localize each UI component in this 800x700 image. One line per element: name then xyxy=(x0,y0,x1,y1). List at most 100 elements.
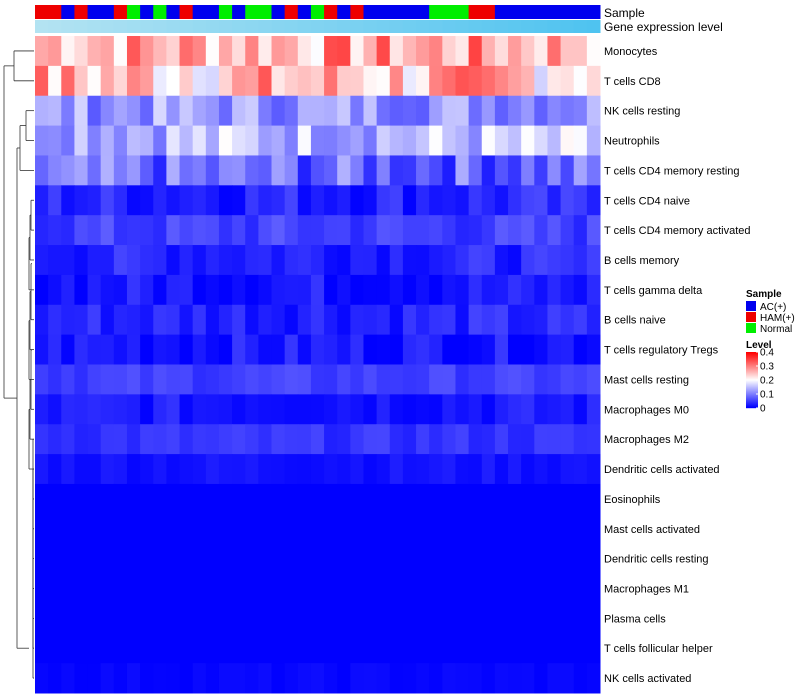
legend-colorbar-step xyxy=(746,362,758,364)
heatmap-cell xyxy=(258,245,273,276)
heatmap-cell xyxy=(442,334,456,365)
heatmap-cell xyxy=(337,274,351,306)
heatmap-cell xyxy=(547,483,562,515)
heatmap-cell xyxy=(389,633,404,664)
heatmap-cell xyxy=(416,663,430,694)
heatmap-cell xyxy=(297,394,312,425)
heatmap-cell xyxy=(140,573,154,604)
row-labels: Monocytes T cells CD8 NK cells resting Neut… xyxy=(604,46,751,685)
heatmap-cell xyxy=(560,185,575,216)
heatmap-cell xyxy=(389,603,404,634)
heatmap-cell xyxy=(455,483,470,515)
heatmap-cell xyxy=(74,633,89,664)
heatmap-cell xyxy=(100,274,115,306)
heatmap-cell xyxy=(586,65,601,97)
sample-cell xyxy=(508,5,522,19)
heatmap-cell xyxy=(310,274,325,306)
heatmap-cell xyxy=(389,364,404,395)
heatmap-cell xyxy=(271,513,286,545)
expression-cell xyxy=(284,20,299,33)
heatmap-cell xyxy=(547,334,562,365)
legend-colorbar-step xyxy=(746,354,758,356)
heatmap-cell xyxy=(232,603,246,634)
heatmap-cell xyxy=(363,185,378,216)
expression-cell xyxy=(350,20,364,33)
heatmap-cell xyxy=(416,334,430,365)
heatmap-cell xyxy=(310,424,325,455)
legend-colorbar-step xyxy=(746,367,758,369)
heatmap-cell xyxy=(61,274,75,306)
heatmap-cell xyxy=(48,663,62,694)
heatmap-cell xyxy=(179,245,194,276)
heatmap-cell xyxy=(521,573,535,604)
legend-sample-title: Sample xyxy=(746,289,782,300)
row-label: B cells memory xyxy=(604,255,680,267)
sample-cell xyxy=(324,5,338,19)
sample-cell xyxy=(468,5,483,19)
heatmap-cell xyxy=(192,364,207,395)
heatmap-cell xyxy=(232,364,246,395)
heatmap-cell xyxy=(376,603,391,634)
heatmap-cell xyxy=(363,364,378,395)
heatmap-cell xyxy=(140,155,154,186)
heatmap-cell xyxy=(192,603,207,634)
heatmap-cell xyxy=(100,513,115,545)
heatmap-cell xyxy=(48,155,62,186)
heatmap-cell xyxy=(87,215,102,246)
heatmap-cell xyxy=(324,185,338,216)
heatmap-cell xyxy=(508,483,522,515)
heatmap-cell xyxy=(48,483,62,515)
heatmap-cell xyxy=(402,155,417,186)
heatmap-cell xyxy=(547,633,562,664)
heatmap-cell xyxy=(573,424,588,455)
expression-cell xyxy=(232,20,246,33)
heatmap-cell xyxy=(245,304,259,336)
heatmap-cell xyxy=(534,95,548,127)
heatmap-cell xyxy=(402,603,417,634)
heatmap-cell xyxy=(153,215,167,246)
heatmap-cell xyxy=(192,125,207,156)
heatmap-cell xyxy=(35,573,49,604)
heatmap-cell xyxy=(284,394,299,425)
heatmap-cell xyxy=(245,543,259,575)
expression-cell xyxy=(521,20,535,33)
heatmap-cell xyxy=(87,364,102,395)
heatmap-cell xyxy=(586,245,601,276)
heatmap-cell xyxy=(166,334,181,365)
heatmap-cell xyxy=(455,454,470,485)
heatmap-cell xyxy=(337,663,351,694)
heatmap-cell xyxy=(508,125,522,156)
heatmap-cell xyxy=(245,155,259,186)
heatmap-cell xyxy=(429,513,443,545)
heatmap-cell xyxy=(74,364,89,395)
heatmap-cell xyxy=(481,334,496,365)
legend-colorbar-step xyxy=(746,375,758,377)
heatmap-cell xyxy=(61,125,75,156)
heatmap-cell xyxy=(232,334,246,365)
heatmap-cell xyxy=(258,454,273,485)
heatmap-cell xyxy=(389,245,404,276)
sample-cell xyxy=(284,5,299,19)
heatmap-cell xyxy=(468,663,483,694)
heatmap-cell xyxy=(153,513,167,545)
heatmap-cell xyxy=(481,543,496,575)
heatmap-cell xyxy=(205,633,220,664)
heatmap-cell xyxy=(258,95,273,127)
heatmap-cell xyxy=(468,364,483,395)
heatmap-cell xyxy=(350,36,364,67)
heatmap-cell xyxy=(218,663,233,694)
heatmap-cell xyxy=(166,95,181,127)
heatmap-cell xyxy=(100,364,115,395)
heatmap-cell xyxy=(573,513,588,545)
expression-cell xyxy=(205,20,220,33)
heatmap-cell xyxy=(376,573,391,604)
heatmap-cell xyxy=(363,573,378,604)
heatmap-cell xyxy=(402,274,417,306)
heatmap-cell xyxy=(337,543,351,575)
heatmap-cell xyxy=(534,215,548,246)
heatmap-cell xyxy=(35,36,49,67)
heatmap-cell xyxy=(166,513,181,545)
legend-entry-label: HAM(+) xyxy=(760,313,795,324)
expression-cell xyxy=(442,20,456,33)
heatmap-cell xyxy=(284,155,299,186)
